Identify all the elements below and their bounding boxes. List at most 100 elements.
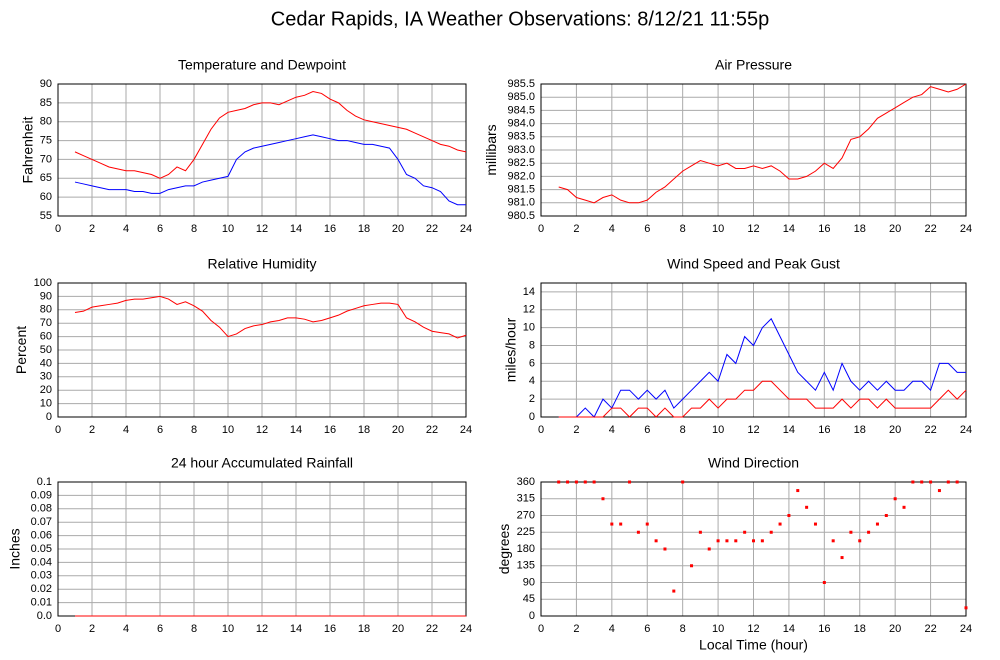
data-point xyxy=(858,539,862,543)
data-point xyxy=(610,522,614,526)
x-tick-label: 12 xyxy=(256,424,268,436)
data-line xyxy=(558,317,966,418)
y-tick-label: 8 xyxy=(529,339,535,351)
x-tick-label: 8 xyxy=(680,623,686,635)
x-tick-label: 2 xyxy=(89,623,95,635)
y-tick-label: 0.04 xyxy=(31,556,52,568)
x-tick-label: 4 xyxy=(609,424,615,436)
y-tick-label: 100 xyxy=(34,277,52,289)
x-tick-label: 4 xyxy=(609,623,615,635)
x-tick-label: 22 xyxy=(426,223,438,235)
x-tick-label: 20 xyxy=(392,223,404,235)
x-tick-label: 4 xyxy=(123,223,129,235)
x-tick-label: 24 xyxy=(960,623,972,635)
data-point xyxy=(849,530,853,534)
data-point xyxy=(557,480,561,484)
y-tick-label: 50 xyxy=(40,344,52,356)
y-tick-label: 0 xyxy=(529,610,535,622)
y-tick-label: 2 xyxy=(529,393,535,405)
x-tick-label: 6 xyxy=(157,223,163,235)
y-axis-label: miles/hour xyxy=(503,317,519,382)
x-tick-label: 14 xyxy=(290,424,302,436)
data-point xyxy=(752,539,755,543)
y-tick-label: 4 xyxy=(529,375,535,387)
data-point xyxy=(628,480,632,484)
x-tick-label: 12 xyxy=(747,223,759,235)
data-point xyxy=(734,539,738,543)
x-tick-label: 0 xyxy=(55,424,61,436)
x-tick-label: 24 xyxy=(460,223,472,235)
x-tick-label: 20 xyxy=(889,623,901,635)
x-tick-label: 20 xyxy=(889,424,901,436)
y-tick-label: 12 xyxy=(523,304,535,316)
data-point xyxy=(654,539,658,543)
data-point xyxy=(636,530,640,534)
x-tick-label: 14 xyxy=(783,223,795,235)
data-point xyxy=(787,514,791,517)
x-tick-label: 24 xyxy=(460,424,472,436)
x-tick-label: 6 xyxy=(644,424,650,436)
y-tick-label: 0.05 xyxy=(31,543,52,555)
y-tick-label: 0.08 xyxy=(31,503,52,515)
y-tick-label: 40 xyxy=(40,357,52,369)
y-tick-label: 90 xyxy=(40,290,52,302)
x-tick-label: 6 xyxy=(157,623,163,635)
y-tick-label: 984.5 xyxy=(507,104,535,116)
y-tick-label: 985.5 xyxy=(507,78,535,90)
x-tick-label: 14 xyxy=(290,623,302,635)
x-tick-label: 2 xyxy=(573,424,579,436)
y-tick-label: 0.02 xyxy=(31,583,52,595)
x-tick-label: 18 xyxy=(854,424,866,436)
y-tick-label: 980.5 xyxy=(507,210,535,222)
data-point xyxy=(725,539,729,543)
x-tick-label: 24 xyxy=(960,223,972,235)
x-tick-label: 10 xyxy=(712,223,724,235)
x-tick-label: 24 xyxy=(960,424,972,436)
plot-frame xyxy=(540,481,967,617)
plot-frame xyxy=(540,83,967,217)
y-tick-label: 0 xyxy=(46,411,52,423)
data-point xyxy=(645,522,649,526)
data-line xyxy=(74,91,467,179)
data-point xyxy=(716,539,720,543)
data-point xyxy=(875,522,879,526)
x-tick-label: 0 xyxy=(538,623,544,635)
data-point xyxy=(583,480,587,484)
data-point xyxy=(574,480,578,484)
y-tick-label: 984.0 xyxy=(507,118,535,130)
data-point xyxy=(964,606,968,610)
y-tick-label: 90 xyxy=(40,78,52,90)
x-tick-label: 12 xyxy=(747,424,759,436)
x-tick-label: 10 xyxy=(222,623,234,635)
x-tick-label: 12 xyxy=(256,623,268,635)
data-point xyxy=(937,489,941,493)
panel-title: Wind Speed and Peak Gust xyxy=(667,256,840,272)
x-axis-label: Local Time (hour) xyxy=(699,637,808,653)
data-point xyxy=(619,522,623,526)
y-axis-label: millibars xyxy=(483,124,499,175)
y-tick-label: 80 xyxy=(40,304,52,316)
x-tick-label: 2 xyxy=(573,623,579,635)
y-tick-label: 0.0 xyxy=(37,610,52,622)
y-tick-label: 70 xyxy=(40,317,52,329)
y-axis-label: Percent xyxy=(13,326,29,374)
x-tick-label: 20 xyxy=(392,623,404,635)
data-point xyxy=(902,505,906,509)
data-line xyxy=(558,380,967,418)
x-tick-label: 12 xyxy=(256,223,268,235)
x-tick-label: 8 xyxy=(191,623,197,635)
data-point xyxy=(601,497,605,501)
y-tick-label: 85 xyxy=(40,97,52,109)
y-tick-label: 0.01 xyxy=(31,597,52,609)
y-tick-label: 983.5 xyxy=(507,131,535,143)
y-tick-label: 982.5 xyxy=(507,157,535,169)
data-point xyxy=(663,547,667,551)
x-tick-label: 16 xyxy=(818,424,830,436)
y-tick-label: 0.1 xyxy=(37,476,52,488)
data-point xyxy=(822,581,826,584)
x-tick-label: 22 xyxy=(426,424,438,436)
y-axis-label: Inches xyxy=(7,528,23,569)
y-tick-label: 65 xyxy=(40,172,52,184)
data-point xyxy=(893,497,897,501)
